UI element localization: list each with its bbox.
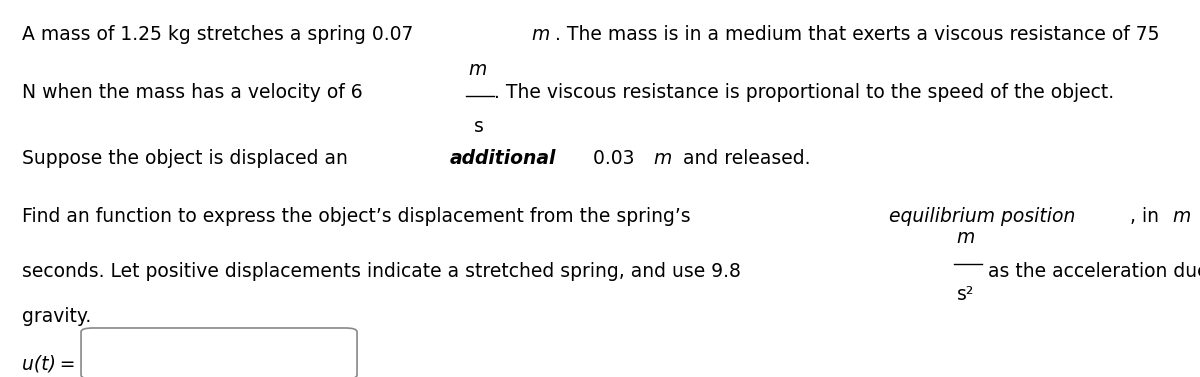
Text: m: m [532, 25, 550, 44]
Text: s: s [474, 117, 484, 136]
Text: m: m [653, 149, 672, 168]
Text: Suppose the object is displaced an: Suppose the object is displaced an [22, 149, 354, 168]
Text: after: after [1195, 207, 1200, 227]
Text: 0.03: 0.03 [587, 149, 638, 168]
Text: as the acceleration due to: as the acceleration due to [983, 262, 1200, 281]
Text: s²: s² [956, 285, 974, 303]
Text: m: m [956, 228, 974, 247]
Text: N when the mass has a velocity of 6: N when the mass has a velocity of 6 [22, 83, 366, 102]
Text: . The mass is in a medium that exerts a viscous resistance of 75: . The mass is in a medium that exerts a … [554, 25, 1159, 44]
Text: u(t) =: u(t) = [22, 354, 76, 374]
Text: and released.: and released. [677, 149, 810, 168]
FancyBboxPatch shape [82, 328, 358, 377]
Text: additional: additional [450, 149, 557, 168]
Text: , in: , in [1129, 207, 1163, 227]
Text: A mass of 1.25 kg stretches a spring 0.07: A mass of 1.25 kg stretches a spring 0.0… [22, 25, 416, 44]
Text: Find an function to express the object’s displacement from the spring’s: Find an function to express the object’s… [22, 207, 694, 227]
Text: equilibrium position: equilibrium position [889, 207, 1075, 227]
Text: seconds. Let positive displacements indicate a stretched spring, and use 9.8: seconds. Let positive displacements indi… [22, 262, 744, 281]
Text: m: m [1172, 207, 1190, 227]
Text: gravity.: gravity. [22, 307, 91, 326]
Text: . The viscous resistance is proportional to the speed of the object.: . The viscous resistance is proportional… [494, 83, 1115, 102]
Text: m: m [468, 60, 487, 80]
